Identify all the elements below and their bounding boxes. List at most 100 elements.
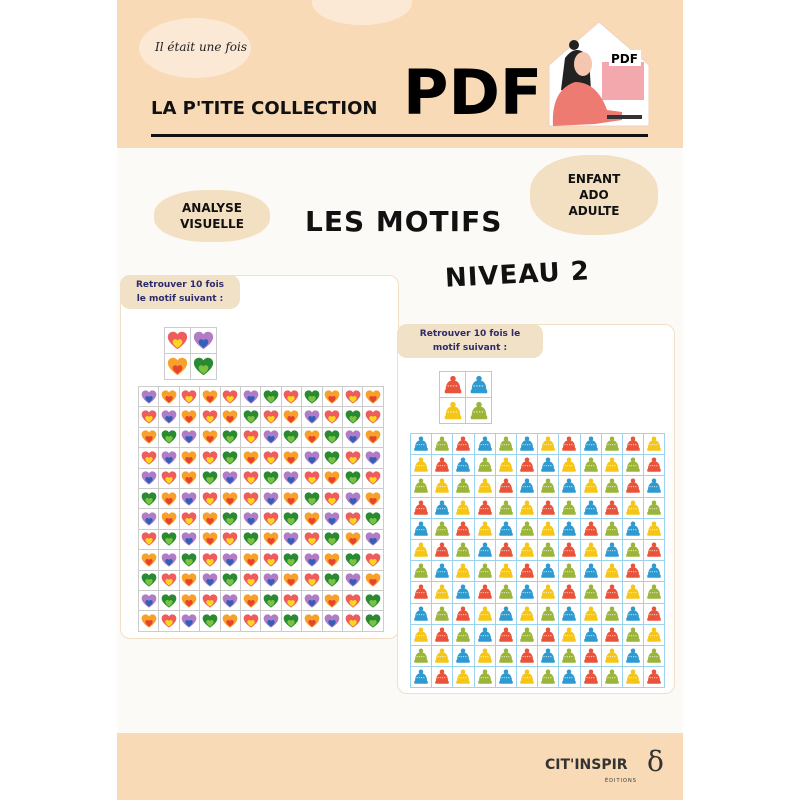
hat-cell[interactable] — [601, 624, 622, 645]
hat-cell[interactable] — [622, 667, 644, 688]
heart-cell[interactable] — [342, 448, 363, 468]
heart-cell[interactable] — [363, 407, 383, 427]
hat-cell[interactable] — [644, 497, 665, 518]
heart-cell[interactable] — [342, 509, 363, 529]
heart-cell[interactable] — [159, 448, 179, 468]
hat-cell[interactable] — [644, 434, 665, 455]
hat-cell[interactable] — [474, 434, 495, 455]
heart-cell[interactable] — [261, 488, 281, 509]
heart-cell[interactable] — [302, 468, 322, 488]
hat-cell[interactable] — [474, 539, 495, 561]
hat-cell[interactable] — [559, 603, 580, 624]
heart-cell[interactable] — [342, 550, 363, 570]
hat-cell[interactable] — [516, 624, 538, 645]
heart-cell[interactable] — [240, 448, 261, 468]
heart-cell[interactable] — [159, 570, 179, 590]
hat-cell[interactable] — [601, 539, 622, 561]
hat-cell[interactable] — [474, 561, 495, 582]
heart-motif-cell[interactable] — [165, 328, 190, 353]
heart-cell[interactable] — [159, 590, 179, 611]
hat-motif-cell[interactable] — [440, 398, 465, 423]
heart-cell[interactable] — [281, 427, 302, 448]
heart-cell[interactable] — [322, 611, 342, 631]
hat-cell[interactable] — [474, 455, 495, 476]
heart-cell[interactable] — [159, 488, 179, 509]
hat-cell[interactable] — [601, 603, 622, 624]
heart-cell[interactable] — [302, 407, 322, 427]
hat-cell[interactable] — [538, 539, 559, 561]
hat-cell[interactable] — [559, 476, 580, 497]
heart-cell[interactable] — [240, 407, 261, 427]
hat-cell[interactable] — [622, 603, 644, 624]
hat-cell[interactable] — [580, 455, 601, 476]
hat-cell[interactable] — [411, 582, 432, 603]
heart-cell[interactable] — [179, 590, 200, 611]
hat-cell[interactable] — [432, 434, 453, 455]
hat-cell[interactable] — [474, 476, 495, 497]
hat-cell[interactable] — [516, 434, 538, 455]
hat-cell[interactable] — [516, 667, 538, 688]
heart-cell[interactable] — [200, 509, 220, 529]
heart-cell[interactable] — [179, 529, 200, 550]
hat-cell[interactable] — [644, 667, 665, 688]
hat-cell[interactable] — [432, 497, 453, 518]
hat-cell[interactable] — [453, 434, 474, 455]
hat-cell[interactable] — [432, 667, 453, 688]
hat-cell[interactable] — [580, 645, 601, 667]
hat-cell[interactable] — [495, 645, 516, 667]
heart-cell[interactable] — [302, 509, 322, 529]
hat-cell[interactable] — [516, 603, 538, 624]
hat-cell[interactable] — [644, 518, 665, 539]
hat-cell[interactable] — [495, 497, 516, 518]
hat-cell[interactable] — [495, 561, 516, 582]
heart-cell[interactable] — [342, 468, 363, 488]
heart-cell[interactable] — [159, 550, 179, 570]
heart-cell[interactable] — [179, 448, 200, 468]
hat-cell[interactable] — [411, 603, 432, 624]
heart-cell[interactable] — [179, 468, 200, 488]
heart-cell[interactable] — [281, 590, 302, 611]
heart-cell[interactable] — [240, 509, 261, 529]
heart-cell[interactable] — [261, 550, 281, 570]
heart-cell[interactable] — [261, 448, 281, 468]
heart-cell[interactable] — [281, 611, 302, 631]
heart-cell[interactable] — [302, 611, 322, 631]
hat-cell[interactable] — [453, 455, 474, 476]
heart-cell[interactable] — [139, 468, 159, 488]
hat-cell[interactable] — [495, 667, 516, 688]
heart-cell[interactable] — [139, 529, 159, 550]
hat-cell[interactable] — [432, 645, 453, 667]
hat-cell[interactable] — [411, 476, 432, 497]
hat-cell[interactable] — [474, 667, 495, 688]
hat-cell[interactable] — [622, 539, 644, 561]
heart-cell[interactable] — [363, 550, 383, 570]
hat-cell[interactable] — [538, 645, 559, 667]
hat-cell[interactable] — [495, 434, 516, 455]
heart-cell[interactable] — [322, 407, 342, 427]
heart-cell[interactable] — [363, 488, 383, 509]
hat-cell[interactable] — [601, 497, 622, 518]
hat-cell[interactable] — [453, 539, 474, 561]
hat-cell[interactable] — [453, 476, 474, 497]
hat-cell[interactable] — [559, 518, 580, 539]
heart-cell[interactable] — [139, 407, 159, 427]
hat-cell[interactable] — [580, 582, 601, 603]
hat-cell[interactable] — [622, 624, 644, 645]
heart-cell[interactable] — [240, 427, 261, 448]
hat-cell[interactable] — [580, 667, 601, 688]
heart-cell[interactable] — [363, 570, 383, 590]
heart-cell[interactable] — [139, 550, 159, 570]
heart-cell[interactable] — [261, 509, 281, 529]
heart-cell[interactable] — [139, 570, 159, 590]
hat-cell[interactable] — [559, 624, 580, 645]
heart-cell[interactable] — [281, 468, 302, 488]
heart-cell[interactable] — [220, 468, 240, 488]
heart-cell[interactable] — [220, 427, 240, 448]
heart-cell[interactable] — [200, 550, 220, 570]
heart-cell[interactable] — [179, 488, 200, 509]
heart-cell[interactable] — [342, 427, 363, 448]
hat-cell[interactable] — [474, 645, 495, 667]
heart-cell[interactable] — [220, 509, 240, 529]
hat-cell[interactable] — [432, 603, 453, 624]
heart-cell[interactable] — [342, 488, 363, 509]
